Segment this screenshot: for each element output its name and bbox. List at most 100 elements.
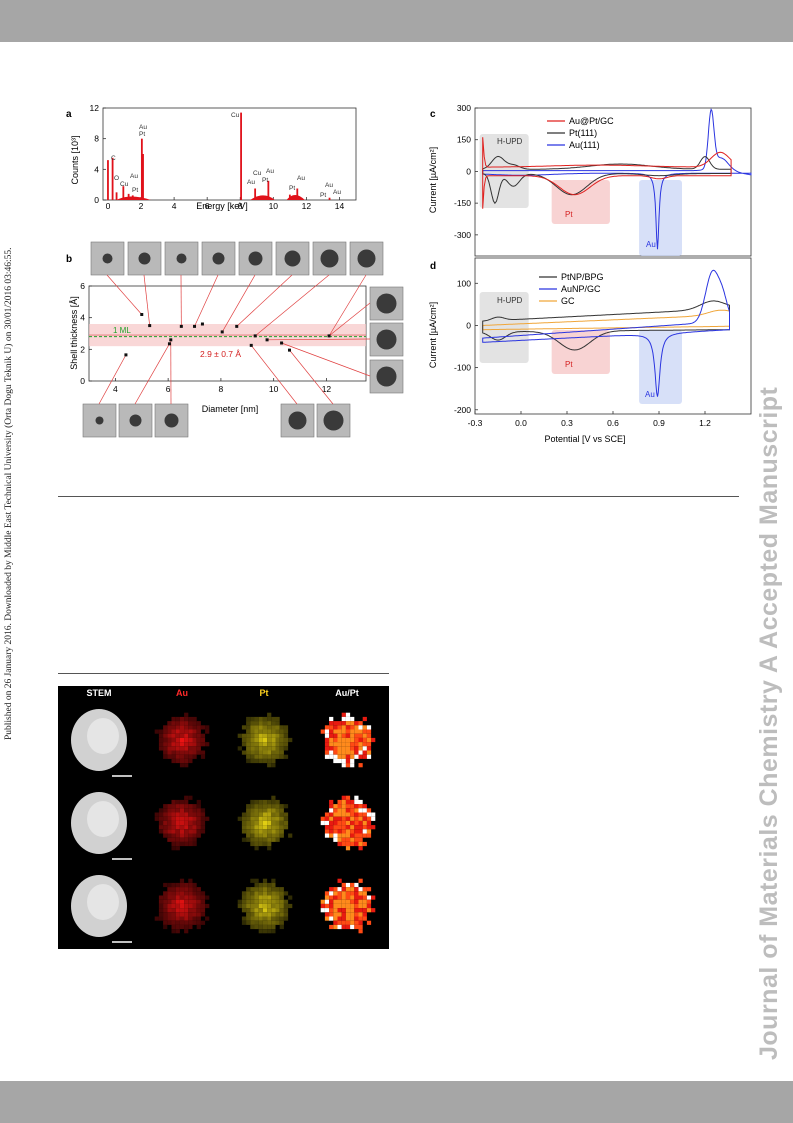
map-pixel (366, 816, 372, 821)
map-pixel (350, 716, 355, 722)
map-pixel (188, 899, 193, 904)
map-pixel (262, 816, 268, 821)
map-pixel (171, 829, 176, 834)
map-pixel (188, 882, 193, 888)
map-pixel (288, 833, 293, 838)
map-pixel (205, 916, 210, 921)
map-pixel (345, 903, 351, 909)
map-pixel (337, 758, 342, 764)
map-pixel (192, 816, 197, 821)
map-pixel (167, 908, 172, 913)
map-pixel (283, 908, 289, 913)
map-pixel (279, 754, 284, 759)
map-pixel (362, 808, 367, 813)
map-pixel (271, 716, 276, 722)
map-pixel (279, 737, 284, 743)
leader-line (328, 274, 367, 337)
map-pixel (283, 825, 289, 830)
map-pixel (179, 721, 185, 726)
map-pixel (258, 808, 263, 813)
map-pixel (341, 716, 346, 722)
map-pixel (341, 924, 346, 930)
map-pixel (333, 924, 338, 930)
map-pixel (333, 721, 338, 726)
map-pixel (341, 899, 346, 904)
map-pixel (205, 816, 210, 821)
map-pixel (258, 733, 263, 738)
map-pixel (279, 903, 284, 909)
map-pixel (341, 795, 346, 800)
map-pixel (366, 729, 372, 734)
map-pixel (163, 882, 168, 888)
map-pixel (184, 825, 189, 830)
map-pixel (184, 742, 189, 747)
map-pixel (362, 825, 367, 830)
leader-line (134, 343, 170, 405)
map-pixel (258, 924, 263, 930)
map-pixel (262, 882, 268, 888)
map-pixel (337, 754, 342, 759)
map-pixel (362, 841, 367, 847)
map-pixel (254, 841, 259, 847)
map-pixel (345, 737, 351, 743)
map-pixel (366, 754, 372, 759)
map-pixel (366, 829, 372, 834)
thumbnail-background (369, 286, 404, 321)
map-pixel (267, 899, 272, 904)
map-pixel (192, 804, 197, 809)
map-pixel (175, 729, 180, 734)
map-pixel (258, 908, 263, 913)
data-point (253, 334, 257, 338)
map-pixel (354, 733, 359, 738)
map-pixel (254, 721, 259, 726)
map-pixel (271, 833, 276, 838)
panel-d-regions (479, 292, 682, 404)
map-pixel (371, 812, 376, 817)
header-band (0, 0, 793, 42)
map-pixel (258, 729, 263, 734)
map-pixel (196, 742, 201, 747)
map-pixel (167, 920, 172, 925)
panel-d: d Current [µA/cm²] H-UPD Pt Au 100 0 -100 -… (428, 257, 752, 444)
curve-au111 (482, 108, 752, 250)
map-pixel (267, 841, 272, 847)
map-pixel (171, 912, 176, 917)
data-point (235, 324, 239, 328)
map-pixel (200, 903, 206, 909)
map-pixel (241, 916, 247, 921)
map-pixel (262, 920, 268, 925)
map-pixel (371, 895, 376, 900)
map-pixel (267, 737, 272, 743)
peak-label: Au (325, 182, 333, 189)
legend-entry: Pt(111) (569, 128, 597, 138)
map-pixel (262, 891, 268, 896)
map-pixel (188, 895, 193, 900)
panel-c-curves (482, 108, 752, 250)
map-pixel (350, 733, 355, 738)
map-pixel (354, 721, 359, 726)
map-pixel (341, 912, 346, 917)
map-pixel (246, 829, 251, 834)
map-pixel (350, 924, 355, 930)
map-pixel (258, 812, 263, 817)
map-pixel (350, 899, 355, 904)
map-pixel (329, 924, 334, 930)
map-pixel (366, 920, 372, 925)
map-pixel (337, 804, 342, 809)
map-pixel (196, 924, 201, 930)
map-pixel (283, 804, 289, 809)
map-pixel (267, 799, 272, 805)
map-pixel (188, 887, 193, 892)
map-pixel (258, 746, 263, 751)
panel-c-axis-ticks: 300 150 0 -150 -300 (454, 103, 478, 240)
map-pixel (341, 816, 346, 821)
map-pixel (324, 812, 330, 817)
y-tick-label: 0 (466, 320, 471, 330)
map-pixel (366, 746, 372, 751)
leader-line (221, 274, 256, 333)
map-pixel (158, 733, 164, 738)
map-pixel (158, 825, 164, 830)
map-pixel (262, 742, 268, 747)
map-pixel (192, 891, 197, 896)
map-pixel (333, 899, 338, 904)
